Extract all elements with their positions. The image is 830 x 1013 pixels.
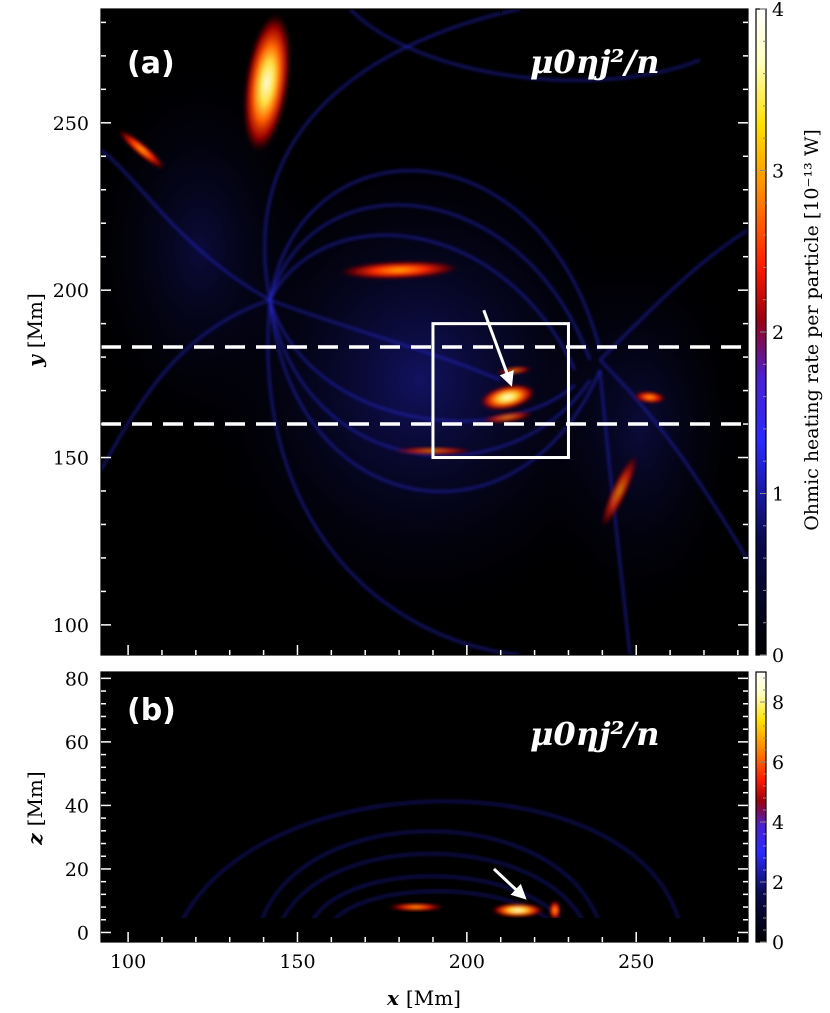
panel-b-axes: 0 20 40 60 80 100 150 200 250 z [Mm] x [Mm] (23, 668, 749, 1010)
axes-frame (100, 8, 749, 656)
y-tick-label: 20 (65, 859, 89, 881)
x-axis-label: x [Mm] (386, 986, 461, 1010)
hotspot-mark (118, 129, 165, 170)
hotspot-mark (243, 13, 291, 153)
y-tick-label: 60 (65, 732, 89, 754)
formula-annotation: μ0ηj²/n (530, 715, 660, 753)
arrow-annotation (492, 867, 527, 900)
y-tick-label: 40 (65, 795, 89, 817)
panel-b-bottom-layer (101, 918, 748, 942)
colorbar-tick-label: 8 (772, 692, 784, 714)
colorbar-title: Ohmic heating rate per particle [10⁻¹³ W… (801, 129, 823, 531)
hotspot-mark (339, 260, 460, 280)
x-tick-label: 150 (279, 951, 315, 973)
colorbar-tick-label: 0 (772, 932, 784, 954)
hotspot-mark (633, 391, 666, 404)
y-tick-label: 200 (53, 280, 89, 302)
y-axis-label: y [Mm] (23, 293, 47, 368)
panel-b-overlay: (b) μ0ηj²/n (127, 693, 660, 900)
heating-streak (481, 411, 534, 424)
colorbar-tick-label: 2 (772, 872, 784, 894)
formula-annotation: μ0ηj²/n (530, 43, 660, 81)
colorbar-b: 0 2 4 6 8 (755, 671, 784, 954)
panel-b-background (101, 672, 748, 942)
colorbar-b-ticks: 0 2 4 6 8 (760, 677, 784, 954)
panel-a-overlay: (a) μ0ηj²/n (101, 43, 748, 460)
colorbar-tick-label: 4 (772, 812, 784, 834)
panel-a (101, 9, 748, 655)
panel-a-axes: 100 150 200 250 y [Mm] (23, 8, 749, 656)
y-tick-label: 250 (53, 113, 89, 135)
heating-streak (600, 454, 638, 528)
field-line-arcs (179, 800, 681, 926)
colorbar-a-ticks: 0 1 2 3 4 (760, 0, 784, 667)
blue-haze (101, 50, 320, 450)
y-tick-label: 0 (77, 922, 89, 944)
panel-b-hotspots (388, 900, 561, 921)
hotspot-mark (388, 903, 445, 912)
axes-frame (100, 671, 749, 943)
colorbar-tick-label: 2 (772, 322, 784, 344)
arrow-annotation (482, 309, 514, 387)
x-tick-label: 100 (110, 951, 146, 973)
hotspot-mark (491, 903, 544, 918)
colorbar-tick-label: 4 (772, 0, 784, 21)
hotspot-mark (548, 900, 561, 921)
hotspot-mark (479, 384, 535, 411)
z-axis-label: z [Mm] (23, 771, 47, 845)
colorbar-tick-label: 0 (772, 645, 784, 667)
panel-label: (a) (127, 46, 175, 81)
x-tick-label: 250 (618, 951, 654, 973)
colorbar-tick-label: 1 (772, 484, 784, 506)
panel-label: (b) (127, 693, 176, 728)
colorbar-tick-label: 3 (772, 161, 784, 183)
x-tick-label: 200 (449, 951, 485, 973)
y-tick-label: 150 (53, 448, 89, 470)
colorbar-tick-label: 6 (772, 752, 784, 774)
y-tick-label: 80 (65, 668, 89, 690)
panel-b (101, 672, 748, 942)
y-tick-label: 100 (53, 615, 89, 637)
colorbar-a: 0 1 2 3 4 (755, 0, 784, 667)
region-box (431, 322, 570, 460)
panel-b-heatmap (179, 800, 681, 926)
panel-a-hotspots (118, 13, 666, 528)
blue-haze (530, 230, 748, 630)
colorbar-b-gradient (755, 671, 767, 943)
